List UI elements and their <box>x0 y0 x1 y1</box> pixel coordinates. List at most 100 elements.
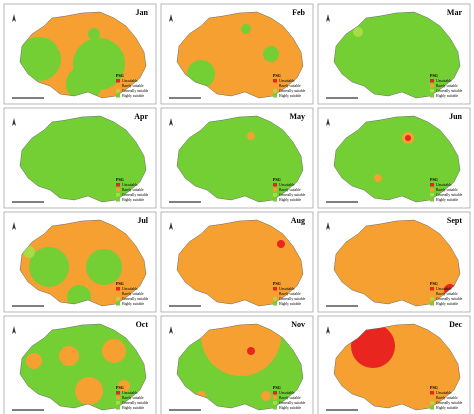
legend-label: Highly suitable <box>122 198 144 202</box>
north-arrow <box>12 14 16 22</box>
zones <box>277 240 285 248</box>
month-label: Apr <box>134 112 148 121</box>
zone <box>20 37 61 81</box>
region <box>177 220 303 306</box>
legend-label: Barely suitable <box>279 292 301 296</box>
month-label: Dec <box>449 320 462 329</box>
region <box>334 116 460 202</box>
legend-swatch <box>116 391 120 395</box>
zones <box>247 132 255 140</box>
legend-swatch <box>273 188 277 192</box>
legend-swatch <box>116 183 120 187</box>
zones <box>374 132 414 182</box>
legend-swatch <box>116 302 120 306</box>
legend-swatch <box>430 84 434 88</box>
zone <box>261 391 271 401</box>
legend-label: Unsuitable <box>279 287 295 291</box>
legend-swatch <box>430 406 434 410</box>
legend-swatch <box>116 297 120 301</box>
legend-swatch <box>430 94 434 98</box>
legend-label: Highly suitable <box>279 94 301 98</box>
region-outline <box>19 219 147 307</box>
zone <box>118 380 130 392</box>
legend-swatch <box>273 302 277 306</box>
zone <box>405 135 411 141</box>
zone <box>26 353 42 369</box>
region-outline <box>333 115 461 203</box>
legend-swatch <box>116 79 120 83</box>
legend-label: Highly suitable <box>122 302 144 306</box>
legend-label: Barely suitable <box>122 84 144 88</box>
legend-title: PSG <box>273 177 281 182</box>
legend-swatch <box>116 396 120 400</box>
region-outline <box>176 323 304 411</box>
zones <box>351 324 395 368</box>
legend-label: Highly suitable <box>436 302 458 306</box>
zone <box>59 346 79 366</box>
legend-label: Barely suitable <box>436 188 458 192</box>
month-label: Mar <box>447 8 463 17</box>
zones <box>353 27 363 37</box>
legend-swatch <box>116 401 120 405</box>
legend-label: Generally suitable <box>279 89 306 93</box>
north-arrow <box>169 326 173 334</box>
legend-swatch <box>430 198 434 202</box>
north-arrow <box>12 118 16 126</box>
month-label: Jun <box>449 112 462 121</box>
month-label: Oct <box>136 320 149 329</box>
region-outline <box>333 11 461 99</box>
legend-swatch <box>273 401 277 405</box>
north-arrow <box>12 222 16 230</box>
legend-swatch <box>273 183 277 187</box>
legend-swatch <box>273 391 277 395</box>
legend-label: Unsuitable <box>279 79 295 83</box>
legend-swatch <box>273 198 277 202</box>
zone <box>247 132 255 140</box>
legend-swatch <box>430 89 434 93</box>
month-label: Nov <box>291 320 305 329</box>
month-label: Aug <box>291 216 305 225</box>
legend-label: Generally suitable <box>436 193 463 197</box>
legend-label: Highly suitable <box>279 406 301 410</box>
legend-swatch <box>430 302 434 306</box>
region-outline <box>19 323 147 411</box>
legend-swatch <box>430 292 434 296</box>
legend-title: PSG <box>430 73 438 78</box>
region <box>20 116 146 202</box>
legend-swatch <box>273 292 277 296</box>
legend-title: PSG <box>430 385 438 390</box>
legend-label: Generally suitable <box>279 401 306 405</box>
region <box>177 116 303 202</box>
legend-label: Highly suitable <box>122 94 144 98</box>
legend-label: Unsuitable <box>279 391 295 395</box>
legend-swatch <box>116 198 120 202</box>
legend-label: Generally suitable <box>279 297 306 301</box>
legend-label: Generally suitable <box>436 401 463 405</box>
month-label: Jan <box>136 8 149 17</box>
legend-label: Barely suitable <box>436 396 458 400</box>
legend-title: PSG <box>116 73 124 78</box>
month-label: Sept <box>447 216 462 225</box>
legend-label: Highly suitable <box>122 406 144 410</box>
region-outline <box>176 11 304 99</box>
legend-swatch <box>430 297 434 301</box>
legend-swatch <box>116 292 120 296</box>
legend-title: PSG <box>116 385 124 390</box>
zone <box>88 28 100 40</box>
zone <box>374 174 382 182</box>
legend-label: Unsuitable <box>122 183 138 187</box>
zone <box>241 24 251 34</box>
legend-swatch <box>430 193 434 197</box>
legend-label: Generally suitable <box>279 193 306 197</box>
region-outline <box>19 11 147 99</box>
